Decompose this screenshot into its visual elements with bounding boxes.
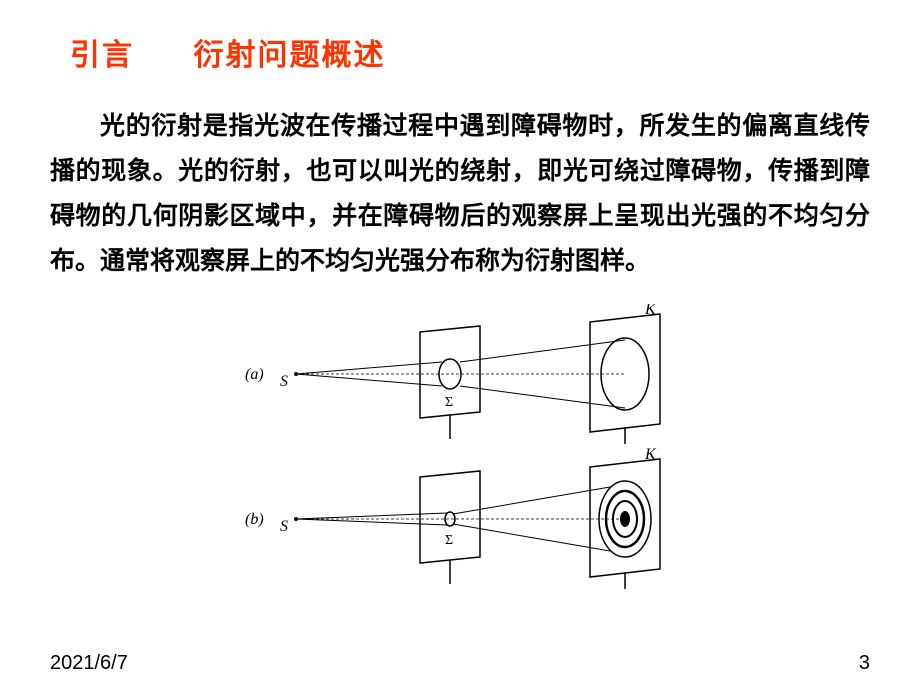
aperture-screen-a: Σ (420, 326, 480, 439)
heading-part1: 引言 (70, 39, 134, 72)
footer-date: 2021/6/7 (50, 652, 128, 675)
heading-part2: 衍射问题概述 (194, 39, 386, 72)
label-sigma-b: Σ (445, 533, 453, 548)
diagram-b: (b) S Σ (245, 446, 660, 589)
diagram-a: (a) S Σ (245, 304, 660, 444)
observation-screen-b: K (590, 446, 660, 589)
body-text: 光的衍射是指光波在传播过程中遇到障碍物时，所发生的偏离直线传播的现象。光的衍射，… (50, 104, 870, 284)
label-a: (a) (245, 366, 264, 383)
label-b: (b) (245, 511, 264, 528)
diffraction-diagram: (a) S Σ (220, 304, 700, 594)
heading: 引言 衍射问题概述 (50, 30, 870, 74)
label-S-a: S (280, 373, 288, 390)
footer: 2021/6/7 3 (50, 652, 870, 675)
label-sigma-a: Σ (445, 395, 453, 410)
label-K-b: K (644, 446, 657, 463)
label-K-a: K (644, 304, 657, 318)
footer-page: 3 (859, 652, 870, 675)
slide-content: 引言 衍射问题概述 光的衍射是指光波在传播过程中遇到障碍物时，所发生的偏离直线传… (0, 0, 920, 690)
label-S-b: S (280, 518, 288, 535)
